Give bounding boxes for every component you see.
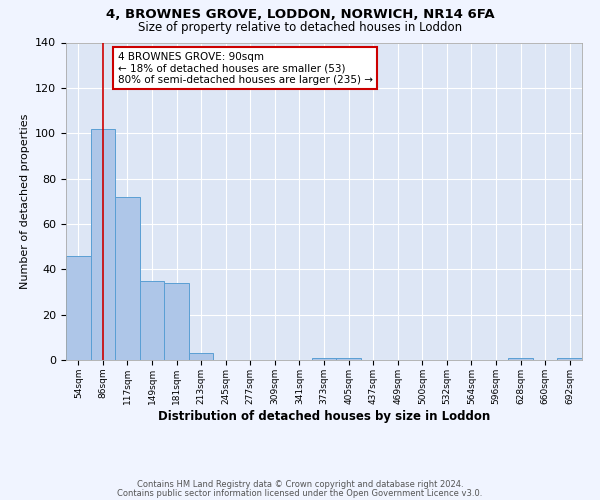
X-axis label: Distribution of detached houses by size in Loddon: Distribution of detached houses by size … bbox=[158, 410, 490, 422]
Bar bbox=[312, 358, 336, 360]
Bar bbox=[164, 283, 189, 360]
Bar bbox=[189, 353, 214, 360]
Bar bbox=[508, 358, 533, 360]
Bar bbox=[140, 280, 164, 360]
Text: Contains HM Land Registry data © Crown copyright and database right 2024.: Contains HM Land Registry data © Crown c… bbox=[137, 480, 463, 489]
Text: 4 BROWNES GROVE: 90sqm
← 18% of detached houses are smaller (53)
80% of semi-det: 4 BROWNES GROVE: 90sqm ← 18% of detached… bbox=[118, 52, 373, 85]
Bar bbox=[115, 196, 140, 360]
Bar bbox=[91, 128, 115, 360]
Bar bbox=[66, 256, 91, 360]
Bar bbox=[557, 358, 582, 360]
Text: Contains public sector information licensed under the Open Government Licence v3: Contains public sector information licen… bbox=[118, 488, 482, 498]
Bar bbox=[336, 358, 361, 360]
Y-axis label: Number of detached properties: Number of detached properties bbox=[20, 114, 29, 289]
Text: Size of property relative to detached houses in Loddon: Size of property relative to detached ho… bbox=[138, 21, 462, 34]
Text: 4, BROWNES GROVE, LODDON, NORWICH, NR14 6FA: 4, BROWNES GROVE, LODDON, NORWICH, NR14 … bbox=[106, 8, 494, 20]
